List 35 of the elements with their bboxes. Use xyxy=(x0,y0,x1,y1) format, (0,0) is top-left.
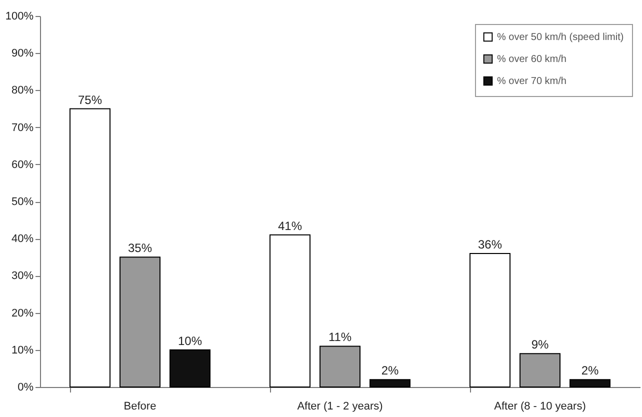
y-tick-label: 50% xyxy=(11,196,34,208)
text: 10% xyxy=(178,334,202,348)
y-tick-label: 10% xyxy=(11,344,34,356)
y-tick-label: 90% xyxy=(11,48,34,60)
bar xyxy=(70,108,110,388)
bar xyxy=(270,234,310,388)
bar xyxy=(120,256,160,388)
bar xyxy=(570,379,610,388)
x-tick-label: After (1 - 2 years) xyxy=(297,400,383,412)
legend-label: % over 60 km/h xyxy=(497,54,566,65)
bar xyxy=(320,346,360,388)
x-tick-label: After (8 - 10 years) xyxy=(494,400,586,412)
bar xyxy=(470,252,510,388)
bar xyxy=(170,349,210,388)
bar xyxy=(520,353,560,388)
text: 2% xyxy=(581,364,599,378)
bar xyxy=(370,379,410,388)
y-tick-label: 0% xyxy=(18,382,34,394)
y-tick-label: 30% xyxy=(11,270,34,282)
text: 75% xyxy=(78,92,102,107)
x-tick-label: Before xyxy=(124,400,156,412)
y-tick-label: 100% xyxy=(5,10,34,22)
y-tick-label: 40% xyxy=(11,233,34,246)
text: 36% xyxy=(478,237,502,252)
legend-label: % over 70 km/h xyxy=(497,76,566,87)
y-tick-label: 20% xyxy=(11,307,34,320)
legend-label: % over 50 km/h (speed limit) xyxy=(497,32,624,43)
text: 2% xyxy=(381,364,399,378)
y-tick-label: 70% xyxy=(11,122,34,134)
y-tick-label: 60% xyxy=(11,158,34,171)
text: 11% xyxy=(328,330,352,344)
text: 35% xyxy=(128,241,152,256)
text: 41% xyxy=(278,218,302,233)
y-tick-label: 80% xyxy=(11,84,34,97)
text: 9% xyxy=(531,338,549,352)
